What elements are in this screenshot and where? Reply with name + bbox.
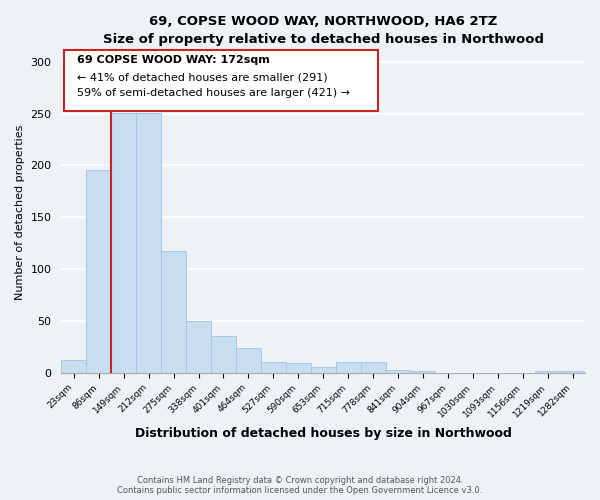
Bar — [261, 362, 286, 373]
Bar — [535, 370, 560, 373]
Bar — [211, 336, 236, 373]
FancyBboxPatch shape — [64, 50, 378, 111]
Bar — [236, 348, 261, 373]
Bar — [61, 360, 86, 373]
Bar — [161, 252, 186, 373]
Bar — [286, 364, 311, 373]
Bar — [361, 362, 386, 373]
X-axis label: Distribution of detached houses by size in Northwood: Distribution of detached houses by size … — [135, 427, 512, 440]
Y-axis label: Number of detached properties: Number of detached properties — [15, 124, 25, 300]
Bar — [186, 321, 211, 373]
Bar — [86, 170, 111, 373]
Bar — [311, 366, 335, 373]
Text: ← 41% of detached houses are smaller (291): ← 41% of detached houses are smaller (29… — [77, 72, 328, 82]
Text: Contains HM Land Registry data © Crown copyright and database right 2024.
Contai: Contains HM Land Registry data © Crown c… — [118, 476, 482, 495]
Bar — [335, 362, 361, 373]
Bar — [410, 370, 436, 373]
Text: 69 COPSE WOOD WAY: 172sqm: 69 COPSE WOOD WAY: 172sqm — [77, 54, 270, 64]
Bar — [136, 112, 161, 373]
Text: 59% of semi-detached houses are larger (421) →: 59% of semi-detached houses are larger (… — [77, 88, 350, 99]
Bar — [111, 112, 136, 373]
Bar — [386, 370, 410, 373]
Title: 69, COPSE WOOD WAY, NORTHWOOD, HA6 2TZ
Size of property relative to detached hou: 69, COPSE WOOD WAY, NORTHWOOD, HA6 2TZ S… — [103, 15, 544, 46]
Bar — [560, 370, 585, 373]
